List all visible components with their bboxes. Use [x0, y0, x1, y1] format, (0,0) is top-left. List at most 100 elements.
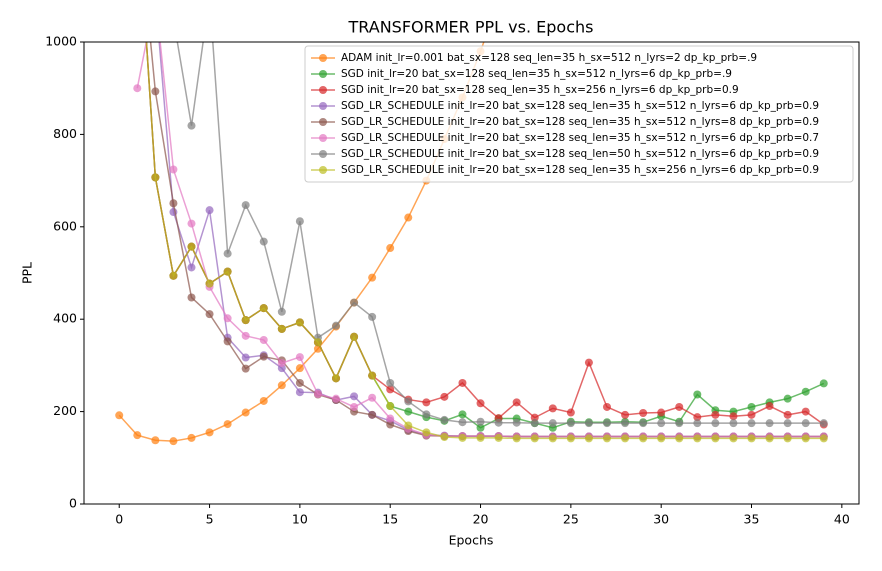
legend-marker	[319, 86, 327, 94]
data-point	[295, 217, 304, 226]
data-point	[548, 404, 557, 413]
data-point	[458, 410, 467, 419]
data-point	[675, 402, 684, 411]
y-tick-label: 400	[53, 311, 77, 326]
data-point	[332, 321, 341, 330]
y-tick-label: 600	[53, 218, 77, 233]
y-axis-label: PPL	[20, 262, 35, 284]
data-point	[440, 415, 449, 424]
data-point	[819, 434, 828, 443]
legend-label: ADAM init_lr=0.001 bat_sx=128 seq_len=35…	[341, 52, 757, 64]
data-point	[386, 402, 395, 411]
data-point	[621, 410, 630, 419]
data-point	[495, 0, 503, 4]
data-point	[332, 394, 341, 403]
data-point	[259, 396, 268, 405]
data-point	[368, 371, 377, 380]
data-point	[277, 381, 286, 390]
data-point	[386, 414, 395, 423]
data-point	[657, 419, 666, 428]
legend-label: SGD init_lr=20 bat_sx=128 seq_len=35 h_s…	[341, 84, 739, 96]
legend-marker	[319, 118, 327, 126]
legend-marker	[319, 166, 327, 174]
data-point	[675, 419, 684, 428]
legend-label: SGD_LR_SCHEDULE init_lr=20 bat_sx=128 se…	[341, 132, 819, 144]
data-point	[530, 434, 539, 443]
legend-marker	[319, 134, 327, 142]
data-point	[765, 434, 774, 443]
data-point	[819, 419, 828, 428]
data-point	[295, 378, 304, 387]
data-point	[241, 331, 250, 340]
data-point	[205, 428, 214, 437]
data-point	[494, 433, 503, 442]
legend-marker	[319, 102, 327, 110]
data-point	[675, 434, 684, 443]
data-point	[729, 434, 738, 443]
data-point	[151, 436, 160, 445]
data-point	[241, 408, 250, 417]
data-point	[747, 402, 756, 411]
data-point	[440, 392, 449, 401]
x-axis-label: Epochs	[449, 533, 494, 548]
x-tick-label: 15	[382, 512, 398, 527]
data-point	[332, 374, 341, 383]
data-point	[512, 434, 521, 443]
data-point	[584, 419, 593, 428]
data-point	[476, 423, 485, 432]
data-point	[259, 304, 268, 313]
data-point	[350, 392, 359, 401]
data-point	[386, 244, 395, 253]
data-point	[223, 267, 232, 276]
data-point	[783, 434, 792, 443]
y-tick-label: 0	[69, 496, 77, 511]
data-point	[440, 433, 449, 442]
data-point	[350, 402, 359, 411]
data-point	[422, 398, 431, 407]
data-point	[368, 410, 377, 419]
plot-area	[115, 0, 828, 446]
data-point	[151, 173, 160, 182]
data-point	[151, 87, 160, 96]
data-point	[801, 434, 810, 443]
data-point	[169, 165, 178, 174]
data-point	[566, 408, 575, 417]
data-point	[783, 419, 792, 428]
data-point	[313, 390, 322, 399]
legend-marker	[319, 150, 327, 158]
data-point	[476, 433, 485, 442]
data-point	[729, 412, 738, 421]
data-point	[801, 419, 810, 428]
data-point	[711, 434, 720, 443]
x-tick-label: 30	[653, 512, 669, 527]
data-point	[657, 434, 666, 443]
data-point	[819, 379, 828, 388]
x-tick-label: 35	[744, 512, 760, 527]
data-point	[657, 408, 666, 417]
data-point	[404, 421, 413, 430]
axes-frame	[83, 41, 860, 505]
data-point	[205, 310, 214, 319]
data-point	[205, 206, 214, 215]
data-point	[566, 434, 575, 443]
data-point	[169, 271, 178, 280]
data-point	[241, 316, 250, 325]
data-point	[259, 237, 268, 246]
legend: ADAM init_lr=0.001 bat_sx=128 seq_len=35…	[304, 45, 854, 183]
legend-box	[304, 45, 854, 183]
legend-label: SGD_LR_SCHEDULE init_lr=20 bat_sx=128 se…	[341, 148, 819, 160]
data-point	[783, 394, 792, 403]
data-point	[133, 84, 142, 93]
data-point	[711, 419, 720, 428]
data-point	[386, 420, 395, 429]
data-point	[422, 428, 431, 437]
data-point	[223, 314, 232, 323]
data-point	[422, 410, 431, 419]
data-point	[368, 312, 377, 321]
data-point	[241, 201, 250, 210]
data-point	[187, 242, 196, 251]
data-point	[404, 407, 413, 416]
x-tick-label: 20	[473, 512, 489, 527]
x-tick-label: 0	[115, 512, 123, 527]
